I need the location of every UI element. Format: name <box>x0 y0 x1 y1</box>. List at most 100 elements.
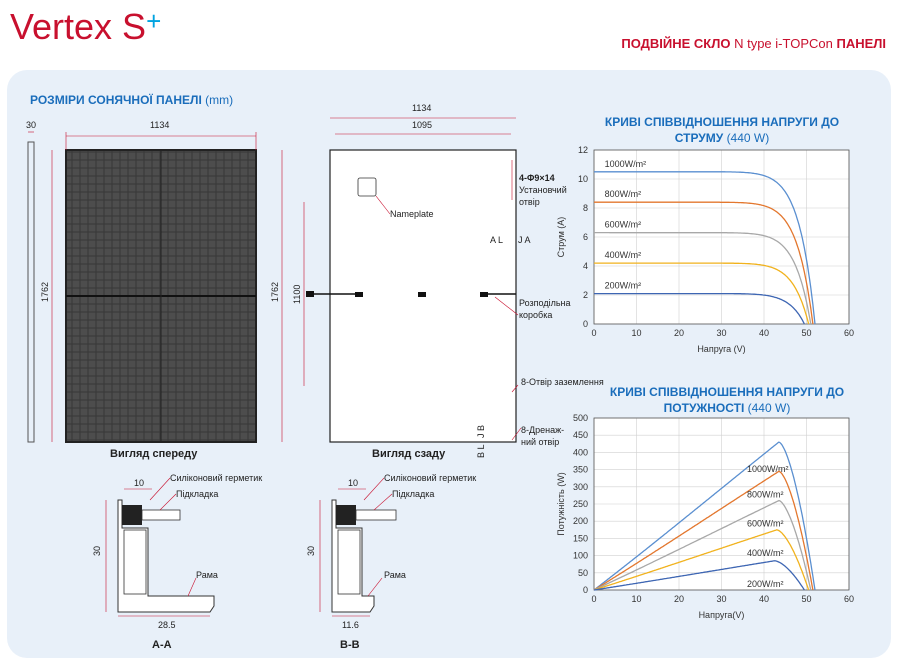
series-line <box>593 560 805 591</box>
y-tick-label: 0 <box>583 585 588 595</box>
bb-top-dim: 10 <box>348 478 358 488</box>
back-width-inner-label: 1095 <box>412 120 432 130</box>
series-line <box>593 499 812 591</box>
y-tick-label: 350 <box>573 465 588 475</box>
y-tick-label: 8 <box>583 203 588 213</box>
series-line <box>594 201 814 325</box>
y-tick-label: 100 <box>573 551 588 561</box>
logo-mark: + <box>146 6 162 36</box>
back-view: Nameplate Розподільна коробка 1134 1095 … <box>270 103 604 460</box>
iv-chart-title: КРИВІ СПІВВІДНОШЕННЯ НАПРУГИ ДО СТРУМУ (… <box>604 115 840 145</box>
y-axis-label: Струм (A) <box>556 217 566 258</box>
drain-label2: ний отвір <box>521 437 559 447</box>
series-line <box>594 231 812 325</box>
side-view: 30 <box>26 120 36 443</box>
x-tick-label: 40 <box>759 594 769 604</box>
aa-sealant: Силіконовий герметик <box>170 473 262 483</box>
back-height-label: 1762 <box>270 282 280 302</box>
product-title-part2: N type i-TOPCon <box>734 36 833 51</box>
x-tick-label: 50 <box>801 594 811 604</box>
x-tick-label: 40 <box>759 328 769 338</box>
series-label: 1000W/m² <box>747 464 789 474</box>
aa-caption: A-A <box>152 639 172 651</box>
series-line <box>594 171 816 325</box>
plot-frame <box>593 417 850 591</box>
x-tick-label: 50 <box>801 328 811 338</box>
product-title-part1: ПОДВІЙНЕ СКЛО <box>621 36 731 51</box>
x-tick-label: 30 <box>716 594 726 604</box>
front-view: 1134 1762 Вигляд спереду <box>40 120 257 460</box>
bb-sealant: Силіконовий герметик <box>384 473 476 483</box>
bb-caption: B-B <box>340 639 360 651</box>
x-axis-label: Напруга(V) <box>699 610 745 620</box>
grounding-label: 8-Отвір заземлення <box>521 377 604 387</box>
x-tick-label: 20 <box>674 328 684 338</box>
series-line <box>593 470 814 591</box>
y-tick-label: 2 <box>583 290 588 300</box>
front-caption: Вигляд спереду <box>110 448 198 460</box>
bb-height-dim: 30 <box>306 546 316 556</box>
mark-al: A L <box>490 235 503 245</box>
series-label: 800W/m² <box>605 189 642 199</box>
back-width-outer-label: 1134 <box>412 103 431 113</box>
aa-top-dim: 10 <box>134 478 144 488</box>
y-tick-label: 450 <box>573 430 588 440</box>
series-line <box>594 262 810 325</box>
junction-box-label: Розподільна <box>519 298 571 308</box>
section-bb: 10 Силіконовий герметик Підкладка 30 Рам… <box>306 473 476 651</box>
pv-chart-title: КРИВІ СПІВВІДНОШЕННЯ НАПРУГИ ДО ПОТУЖНОС… <box>609 385 845 415</box>
x-tick-label: 60 <box>844 594 854 604</box>
x-tick-label: 0 <box>591 594 596 604</box>
mount-hole-size: 4-Φ9×14 <box>519 173 555 183</box>
back-height-inner-label: 1100 <box>292 285 302 304</box>
dimensions-title: РОЗМІРИ СОНЯЧНОЇ ПАНЕЛІ (mm) <box>30 93 234 107</box>
series-label: 800W/m² <box>747 489 784 499</box>
x-tick-label: 60 <box>844 328 854 338</box>
section-aa: 10 Силіконовий герметик Підкладка 30 Рам… <box>92 473 262 651</box>
front-height-label: 1762 <box>40 282 50 302</box>
header: Vertex S+ ПОДВІЙНЕ СКЛО N type i-TOPCon … <box>0 0 900 62</box>
mark-ja: J A <box>518 235 531 245</box>
brand-logo: Vertex S+ <box>10 6 161 48</box>
mount-hole-label: Установчий <box>519 185 567 195</box>
drain-label: 8-Дренаж- <box>521 425 564 435</box>
x-axis-label: Напруга (V) <box>697 344 745 354</box>
series-label: 200W/m² <box>747 579 784 589</box>
mount-hole-label2: отвір <box>519 197 540 207</box>
y-tick-label: 50 <box>578 568 588 578</box>
product-title-part3: ПАНЕЛІ <box>836 36 886 51</box>
front-width-label: 1134 <box>150 120 169 130</box>
side-thickness-label: 30 <box>26 120 36 130</box>
junction-box-label2: коробка <box>519 310 552 320</box>
x-tick-label: 0 <box>591 328 596 338</box>
product-title: ПОДВІЙНЕ СКЛО N type i-TOPCon ПАНЕЛІ <box>621 36 886 51</box>
y-tick-label: 150 <box>573 533 588 543</box>
series-line <box>594 292 805 325</box>
y-tick-label: 250 <box>573 499 588 509</box>
x-tick-label: 10 <box>631 594 641 604</box>
aa-pad: Підкладка <box>176 489 218 499</box>
y-tick-label: 0 <box>583 319 588 329</box>
y-tick-label: 12 <box>578 145 588 155</box>
series-label: 1000W/m² <box>605 159 647 169</box>
series-label: 200W/m² <box>605 281 642 291</box>
series-label: 600W/m² <box>605 220 642 230</box>
bb-bottom-dim: 11.6 <box>342 620 359 630</box>
series-label: 400W/m² <box>605 250 642 260</box>
plot-frame <box>593 149 850 325</box>
aa-bottom-dim: 28.5 <box>158 620 176 630</box>
y-tick-label: 10 <box>578 174 588 184</box>
y-axis-label: Потужність (W) <box>556 472 566 535</box>
mark-jb: J B <box>476 425 486 438</box>
pv-chart: 0 10 20 30 40 50 60 0 50 100 150 200 250 300 350 400 450… <box>556 413 854 620</box>
back-caption: Вигляд сзаду <box>372 448 446 460</box>
series-label: 400W/m² <box>747 548 784 558</box>
bb-pad: Підкладка <box>392 489 434 499</box>
y-tick-label: 300 <box>573 482 588 492</box>
series-line <box>593 529 810 591</box>
logo-text: Vertex S <box>10 6 147 47</box>
bb-frame: Рама <box>384 570 406 580</box>
y-tick-label: 4 <box>583 261 588 271</box>
y-tick-label: 6 <box>583 232 588 242</box>
